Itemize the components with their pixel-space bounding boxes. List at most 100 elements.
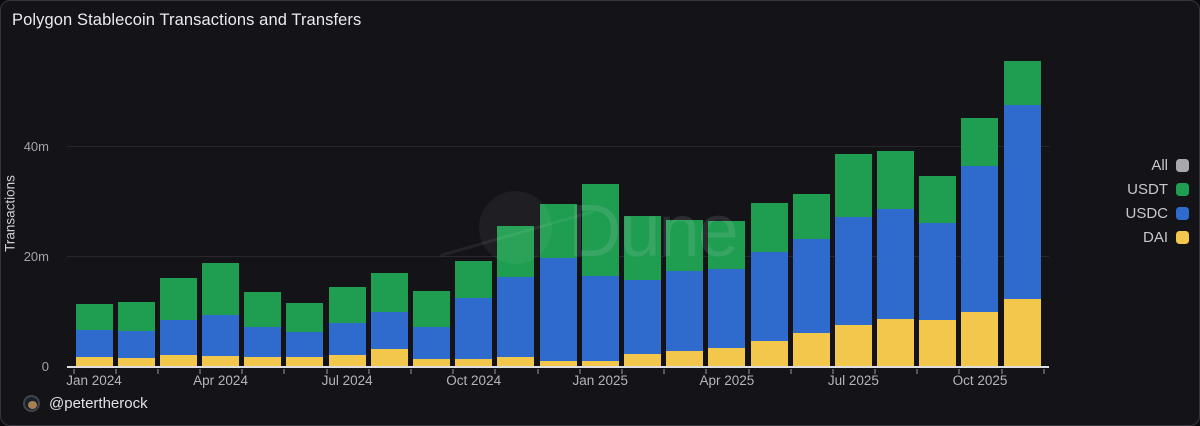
bar-segment-usdc: [117, 331, 155, 359]
x-axis-tick: [325, 369, 328, 374]
bar-segment-usdt: [328, 287, 366, 323]
x-axis-tick: [536, 369, 539, 374]
legend-label: DAI: [1142, 228, 1168, 246]
x-tick-label: Jan 2025: [572, 373, 629, 388]
bar-segment-dai: [708, 347, 746, 367]
chart-title: Polygon Stablecoin Transactions and Tran…: [12, 11, 362, 29]
bar-segment-usdc: [159, 319, 197, 355]
bar-segment-usdt: [455, 260, 493, 298]
y-tick-label: 0: [41, 359, 49, 374]
x-axis-tick: [620, 369, 623, 374]
bar-segment-usdc: [961, 166, 999, 312]
x-axis-tick: [72, 369, 75, 374]
bar-segment-usdc: [919, 223, 957, 321]
x-tick-label: Jul 2024: [321, 373, 373, 388]
bar-segment-usdc: [202, 314, 240, 356]
bar-segment-usdc: [792, 238, 830, 333]
bar-segment-usdt: [1003, 60, 1041, 105]
bar-segment-usdt: [117, 302, 155, 332]
legend-item-usdc[interactable]: USDC: [1125, 201, 1189, 225]
bar-segment-usdc: [328, 323, 366, 355]
legend-label: All: [1151, 156, 1168, 174]
x-tick-label: Apr 2025: [699, 373, 755, 388]
avatar: [23, 395, 40, 412]
x-tick-label: Jan 2024: [66, 373, 122, 388]
bar-segment-usdc: [877, 209, 915, 320]
y-tick-label: 20m: [23, 249, 49, 264]
x-axis-tick: [874, 369, 877, 374]
x-axis-tick: [747, 369, 750, 374]
bar-segment-dai: [666, 351, 704, 367]
bar-segment-usdt: [708, 220, 746, 269]
bar-segment-usdc: [75, 330, 113, 358]
bar-segment-usdt: [792, 193, 830, 239]
bar-segment-usdc: [497, 277, 535, 358]
bar-segment-usdc: [666, 271, 704, 352]
legend-item-all[interactable]: All: [1125, 153, 1189, 177]
gridline-40m: [67, 146, 1049, 147]
bar-segment-usdc: [413, 327, 451, 360]
bar-segment-dai: [202, 356, 240, 367]
x-axis-tick: [241, 369, 244, 374]
bar-segment-dai: [877, 319, 915, 367]
x-axis-tick: [916, 369, 919, 374]
bar-segment-dai: [75, 357, 113, 367]
plot-area: [67, 49, 1049, 374]
x-axis-tick: [958, 369, 961, 374]
legend-swatch-usdc: [1176, 206, 1189, 220]
x-axis-tick: [789, 369, 792, 374]
x-axis-tick: [452, 369, 455, 374]
bar-segment-dai: [1003, 298, 1041, 367]
bar-segment-dai: [539, 360, 577, 367]
y-tick-label: 40m: [23, 139, 49, 154]
bar-segment-dai: [792, 332, 830, 367]
x-axis-tick: [367, 369, 370, 374]
footer-handle: @petertherock: [49, 395, 148, 412]
legend-item-dai[interactable]: DAI: [1125, 225, 1189, 249]
avatar-face-icon: [28, 400, 37, 409]
bar-segment-dai: [834, 325, 872, 367]
x-tick-label: Apr 2024: [193, 373, 248, 388]
x-axis-baseline: [67, 366, 1049, 368]
bar-segment-dai: [750, 341, 788, 367]
x-axis-tick: [578, 369, 581, 374]
x-axis-tick: [410, 369, 413, 374]
bar-segment-usdt: [497, 226, 535, 278]
x-axis-tick: [1000, 369, 1003, 374]
bar-segment-dai: [413, 359, 451, 367]
x-axis-tick: [114, 369, 117, 374]
bar-segment-usdt: [750, 203, 788, 253]
bar-segment-usdc: [581, 275, 619, 361]
bar-segment-usdt: [666, 220, 704, 272]
bar-segment-usdc: [834, 217, 872, 326]
bar-segment-usdc: [623, 279, 661, 354]
x-axis-tick: [199, 369, 202, 374]
bar-segment-usdt: [919, 175, 957, 224]
bar-segment-dai: [919, 320, 957, 367]
x-tick-label: Oct 2024: [446, 373, 502, 388]
bar-segment-dai: [117, 358, 155, 367]
bar-segment-dai: [581, 360, 619, 367]
x-axis-tick: [1042, 369, 1045, 374]
x-axis-tick: [831, 369, 834, 374]
legend-swatch-all: [1176, 158, 1189, 172]
legend-item-usdt[interactable]: USDT: [1125, 177, 1189, 201]
bar-segment-usdc: [750, 252, 788, 342]
bar-segment-dai: [961, 312, 999, 367]
bar-segment-dai: [497, 357, 535, 367]
bar-segment-usdt: [581, 183, 619, 276]
legend-label: USDC: [1125, 204, 1168, 222]
bar-segment-dai: [623, 353, 661, 367]
bar-segment-usdt: [159, 278, 197, 320]
x-tick-label: Oct 2025: [952, 373, 1008, 388]
x-axis-tick: [663, 369, 666, 374]
bar-segment-usdt: [413, 291, 451, 328]
bar-segment-usdt: [623, 216, 661, 280]
bar-segment-usdt: [286, 303, 324, 333]
bar-segment-usdt: [877, 151, 915, 210]
bar-segment-dai: [370, 348, 408, 367]
bar-segment-usdt: [75, 304, 113, 331]
bar-segment-usdc: [1003, 104, 1041, 299]
legend-label: USDT: [1127, 180, 1168, 198]
